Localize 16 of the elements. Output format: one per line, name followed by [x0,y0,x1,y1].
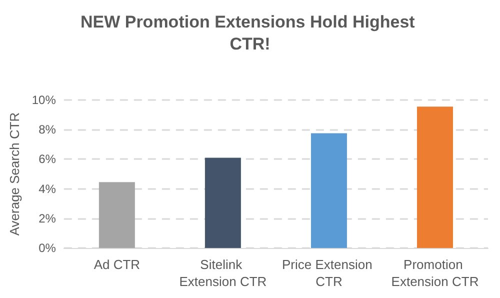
y-tick-label: 0% [38,241,56,255]
y-tick-label: 2% [38,211,56,226]
x-tick-label: Price Extension CTR [282,257,376,289]
x-tick-label: Ad CTR [94,257,140,272]
bar [416,106,453,248]
y-tick-label: 6% [38,152,56,166]
bar [98,182,135,248]
y-axis-title: Average Search CTR [7,112,22,236]
bar [310,133,347,248]
y-tick-label: 10% [32,93,56,107]
y-tick-label: 8% [38,122,56,137]
x-tick-label: Promotion Extension CTR [391,257,479,289]
x-tick-label: Sitelink Extension CTR [179,257,267,289]
y-tick-label: 4% [38,182,56,196]
chart-title: NEW Promotion Extensions Hold Highest CTR! [80,12,420,54]
bar [204,158,241,248]
